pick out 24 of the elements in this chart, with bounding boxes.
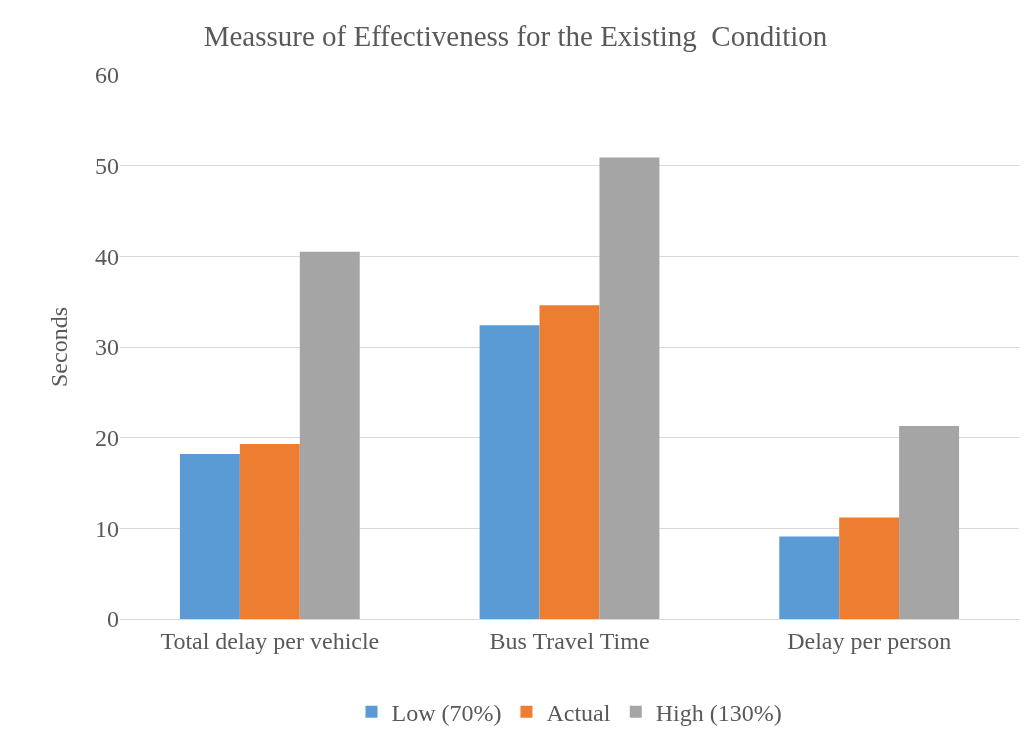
legend-label: Actual xyxy=(546,700,611,727)
bar xyxy=(299,251,360,619)
y-tick-label: 40 xyxy=(95,243,119,270)
y-tick-label: 10 xyxy=(95,515,119,542)
legend-label: High (130%) xyxy=(655,700,782,727)
bar xyxy=(899,425,960,619)
y-tick-label: 0 xyxy=(107,606,119,633)
x-tick-label: Total delay per vehicle xyxy=(160,627,380,654)
bar xyxy=(599,157,660,619)
bar xyxy=(779,536,840,619)
chart-title: Meassure of Effectiveness for the Existing Condition xyxy=(203,20,828,53)
x-tick-label: Bus Travel Time xyxy=(489,627,650,654)
x-tick-label: Delay per person xyxy=(787,627,952,654)
y-tick-label: 60 xyxy=(95,62,119,89)
y-tick-label: 30 xyxy=(95,334,119,361)
bar xyxy=(839,517,900,619)
bar xyxy=(479,325,540,619)
y-axis-title: Seconds xyxy=(46,307,73,387)
y-tick-label: 20 xyxy=(95,425,119,452)
bar xyxy=(179,453,240,619)
bar xyxy=(239,444,300,619)
bar xyxy=(539,305,600,619)
legend-label: Low (70%) xyxy=(391,700,502,727)
y-tick-label: 50 xyxy=(95,153,119,180)
